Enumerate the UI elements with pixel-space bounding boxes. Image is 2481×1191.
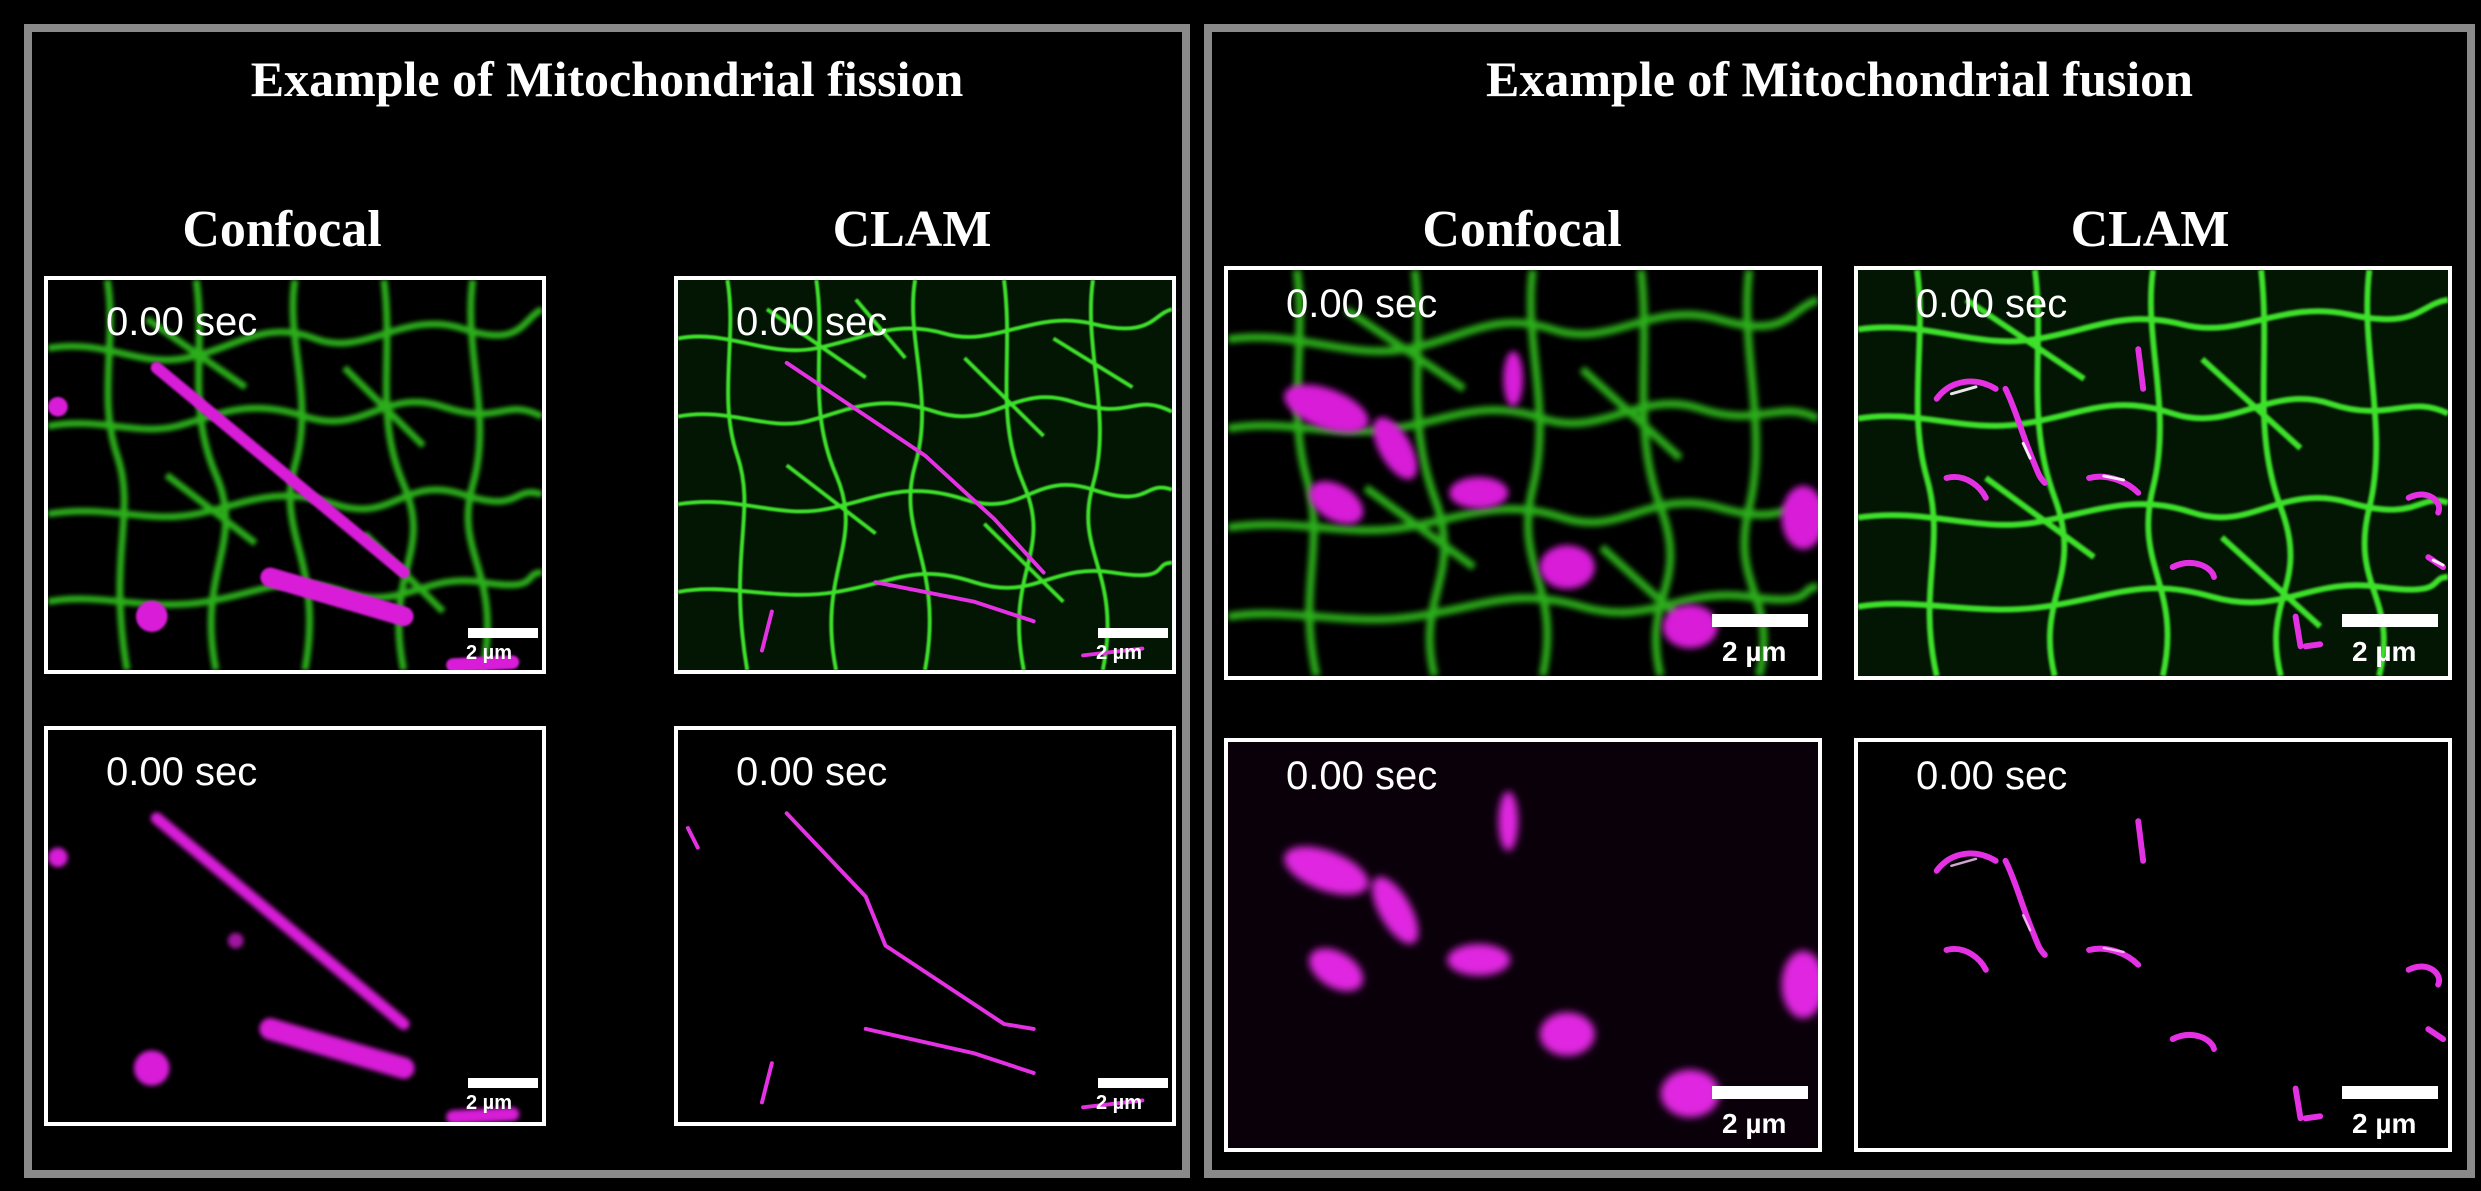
- fusion-panel: Example of Mitochondrial fusion Confocal…: [1204, 24, 2475, 1178]
- fission-confocal-merge-scale-label: 2 µm: [466, 642, 512, 664]
- fusion-confocal-mito-scale-bar: [1712, 1086, 1808, 1099]
- fusion-clam-mito-scale-label: 2 µm: [2352, 1108, 2417, 1139]
- fusion-clam-column-title: CLAM: [2070, 201, 2230, 258]
- fusion-panel-title: Example of Mitochondrial fusion: [1486, 51, 2193, 107]
- fission-confocal-merge-timestamp: 0.00 sec: [106, 300, 258, 344]
- fission-clam-column-title: CLAM: [832, 201, 992, 258]
- fission-clam-merge-scale-label: 2 µm: [1096, 642, 1142, 664]
- fission-clam-merge-scale-bar: [1098, 628, 1168, 638]
- fusion-clam-mito-timestamp: 0.00 sec: [1916, 754, 2068, 798]
- fusion-clam-merge-timestamp: 0.00 sec: [1916, 282, 2068, 326]
- fission-clam-merge-image: 0.00 sec 2 µm: [674, 276, 1176, 674]
- fusion-confocal-merge-image: 0.00 sec 2 µm: [1224, 266, 1822, 680]
- fusion-clam-merge-scale-bar: [2342, 614, 2438, 627]
- fission-clam-mito-timestamp: 0.00 sec: [736, 750, 888, 794]
- fusion-confocal-column-title: Confocal: [1422, 201, 1622, 258]
- fission-panel: Example of Mitochondrial fission Confoca…: [24, 24, 1190, 1178]
- fusion-clam-merge-image: 0.00 sec 2 µm: [1854, 266, 2452, 680]
- fission-confocal-merge-scale-bar: [468, 628, 538, 638]
- fusion-confocal-mito-image: 0.00 sec 2 µm: [1224, 738, 1822, 1152]
- fission-confocal-mito-scale-bar: [468, 1078, 538, 1088]
- fusion-confocal-merge-scale-label: 2 µm: [1722, 636, 1787, 667]
- fission-clam-mito-scale-bar: [1098, 1078, 1168, 1088]
- fusion-clam-merge-scale-label: 2 µm: [2352, 636, 2417, 667]
- fission-confocal-column-title: Confocal: [182, 201, 382, 258]
- fission-clam-mito-scale-label: 2 µm: [1096, 1092, 1142, 1114]
- fusion-confocal-mito-timestamp: 0.00 sec: [1286, 754, 1438, 798]
- fission-clam-mito-image: 0.00 sec 2 µm: [674, 726, 1176, 1126]
- fission-confocal-mito-image: 0.00 sec 2 µm: [44, 726, 546, 1126]
- fusion-clam-mito-image: 0.00 sec 2 µm: [1854, 738, 2452, 1152]
- fission-panel-title: Example of Mitochondrial fission: [250, 51, 964, 107]
- fission-confocal-mito-scale-label: 2 µm: [466, 1092, 512, 1114]
- fusion-confocal-mito-scale-label: 2 µm: [1722, 1108, 1787, 1139]
- fusion-clam-mito-scale-bar: [2342, 1086, 2438, 1099]
- fission-confocal-merge-image: 0.00 sec 2 µm: [44, 276, 546, 674]
- fusion-confocal-merge-timestamp: 0.00 sec: [1286, 282, 1438, 326]
- fission-clam-merge-timestamp: 0.00 sec: [736, 300, 888, 344]
- fission-confocal-mito-timestamp: 0.00 sec: [106, 750, 258, 794]
- fusion-confocal-merge-scale-bar: [1712, 614, 1808, 627]
